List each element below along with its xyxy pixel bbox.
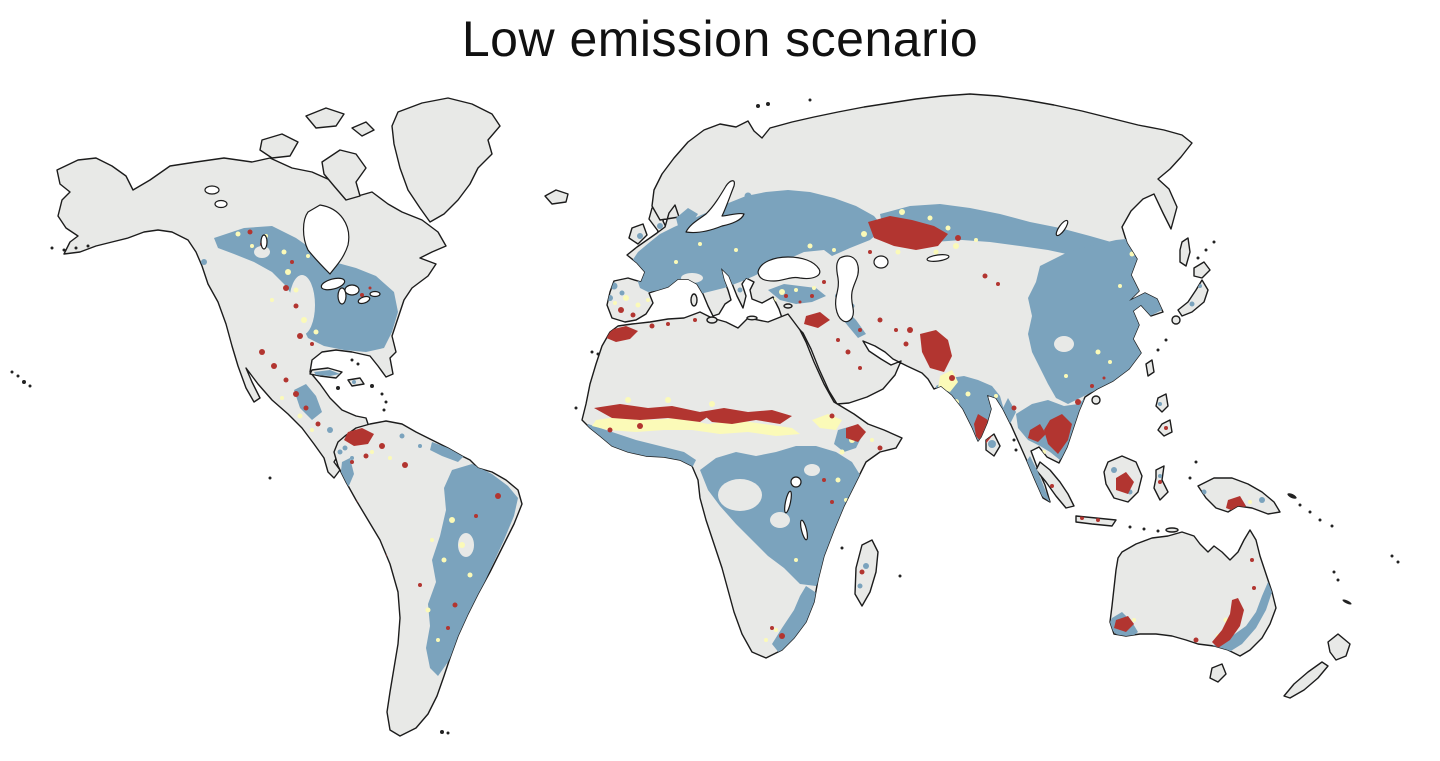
landmass-sakhalin xyxy=(1179,237,1191,267)
lake-michigan xyxy=(337,287,347,305)
landmass-new-guinea xyxy=(1197,477,1281,515)
landmass-sicily xyxy=(706,316,718,324)
great-bear-lake xyxy=(204,185,220,195)
lake-malawi xyxy=(799,519,809,541)
zone-red-kazakhstan xyxy=(868,216,948,250)
zone-yellow-sahel xyxy=(592,416,800,436)
lake-tanganyika xyxy=(784,490,792,514)
lake-balkhash xyxy=(926,254,950,262)
zone-blue-south-america xyxy=(426,464,518,676)
lake-victoria xyxy=(790,476,802,488)
zone-red-borneo xyxy=(1116,472,1134,494)
zone-red-sahel-east xyxy=(700,408,792,424)
landmasses xyxy=(56,93,1351,737)
zone-blue-europe xyxy=(630,190,884,296)
zone-blue-siberia-band xyxy=(880,204,1136,266)
lake-superior xyxy=(320,277,346,291)
landmass-iceland xyxy=(544,189,569,205)
caspian-sea xyxy=(834,255,859,323)
landmass-kyushu xyxy=(1171,315,1181,325)
lake-ontario xyxy=(369,290,381,298)
landmass-tasmania xyxy=(1209,663,1227,683)
zone-red-australia-southeast xyxy=(1212,598,1244,648)
zone-blue-sweden xyxy=(676,208,698,226)
data-zones xyxy=(201,190,1272,676)
landmass-madagascar xyxy=(854,539,879,607)
zone-yellow-group xyxy=(235,209,1252,642)
landmass-corsica-sardinia xyxy=(690,293,698,307)
zone-red-iraq xyxy=(804,312,830,328)
lake-huron xyxy=(344,284,360,296)
zone-red-venezuela xyxy=(344,428,374,446)
landmass-cyprus xyxy=(783,303,793,309)
zone-yellow-sudan xyxy=(812,414,842,430)
zone-red-sahel-west xyxy=(594,404,718,422)
zone-red-thailand xyxy=(1028,424,1046,442)
zone-blue-malay xyxy=(1026,456,1050,502)
landmass-hokkaido xyxy=(1193,261,1211,279)
zone-blue-china xyxy=(1028,238,1162,404)
landmass-arctic-island xyxy=(351,121,375,137)
landmass-south-america xyxy=(333,420,523,737)
zone-blue-turkey xyxy=(768,284,826,304)
landmass-victoria-island xyxy=(259,133,299,159)
map-title: Low emission scenario xyxy=(461,11,979,67)
hudson-bay xyxy=(302,204,350,275)
baltic-sea xyxy=(685,180,745,234)
island-specks xyxy=(10,98,1400,735)
landmass-luzon xyxy=(1155,393,1169,413)
landmass-ellesmere-island xyxy=(305,107,345,129)
lake-winnipeg xyxy=(260,234,268,250)
great-slave-lake xyxy=(214,199,228,209)
lake-baikal xyxy=(1055,219,1069,237)
landmass-timor xyxy=(1165,527,1179,533)
zone-blue-mexico xyxy=(294,384,322,420)
landmass-taiwan xyxy=(1145,359,1155,377)
zone-blue-myanmar xyxy=(1002,398,1016,424)
lakes-and-seas xyxy=(204,180,1069,541)
landmass-hainan xyxy=(1091,395,1101,405)
landmass-crete xyxy=(746,315,758,321)
zone-blue-guyana-coast xyxy=(430,442,464,462)
lake-erie xyxy=(357,295,371,305)
aral-sea xyxy=(873,255,889,269)
zone-blue-cuba xyxy=(314,370,340,376)
zone-red-indochina xyxy=(1044,414,1072,454)
landmass-honshu xyxy=(1177,279,1209,317)
zone-red-australia-southwest xyxy=(1114,616,1134,632)
zone-red-ethiopia xyxy=(846,424,866,442)
landmass-greenland xyxy=(391,97,501,223)
zone-red-pakistan xyxy=(920,330,952,372)
world-map xyxy=(10,93,1400,737)
black-sea xyxy=(757,256,821,282)
landmass-new-zealand-north xyxy=(1327,633,1351,661)
landmass-new-zealand-south xyxy=(1283,661,1329,699)
landmass-australia xyxy=(1109,529,1277,657)
